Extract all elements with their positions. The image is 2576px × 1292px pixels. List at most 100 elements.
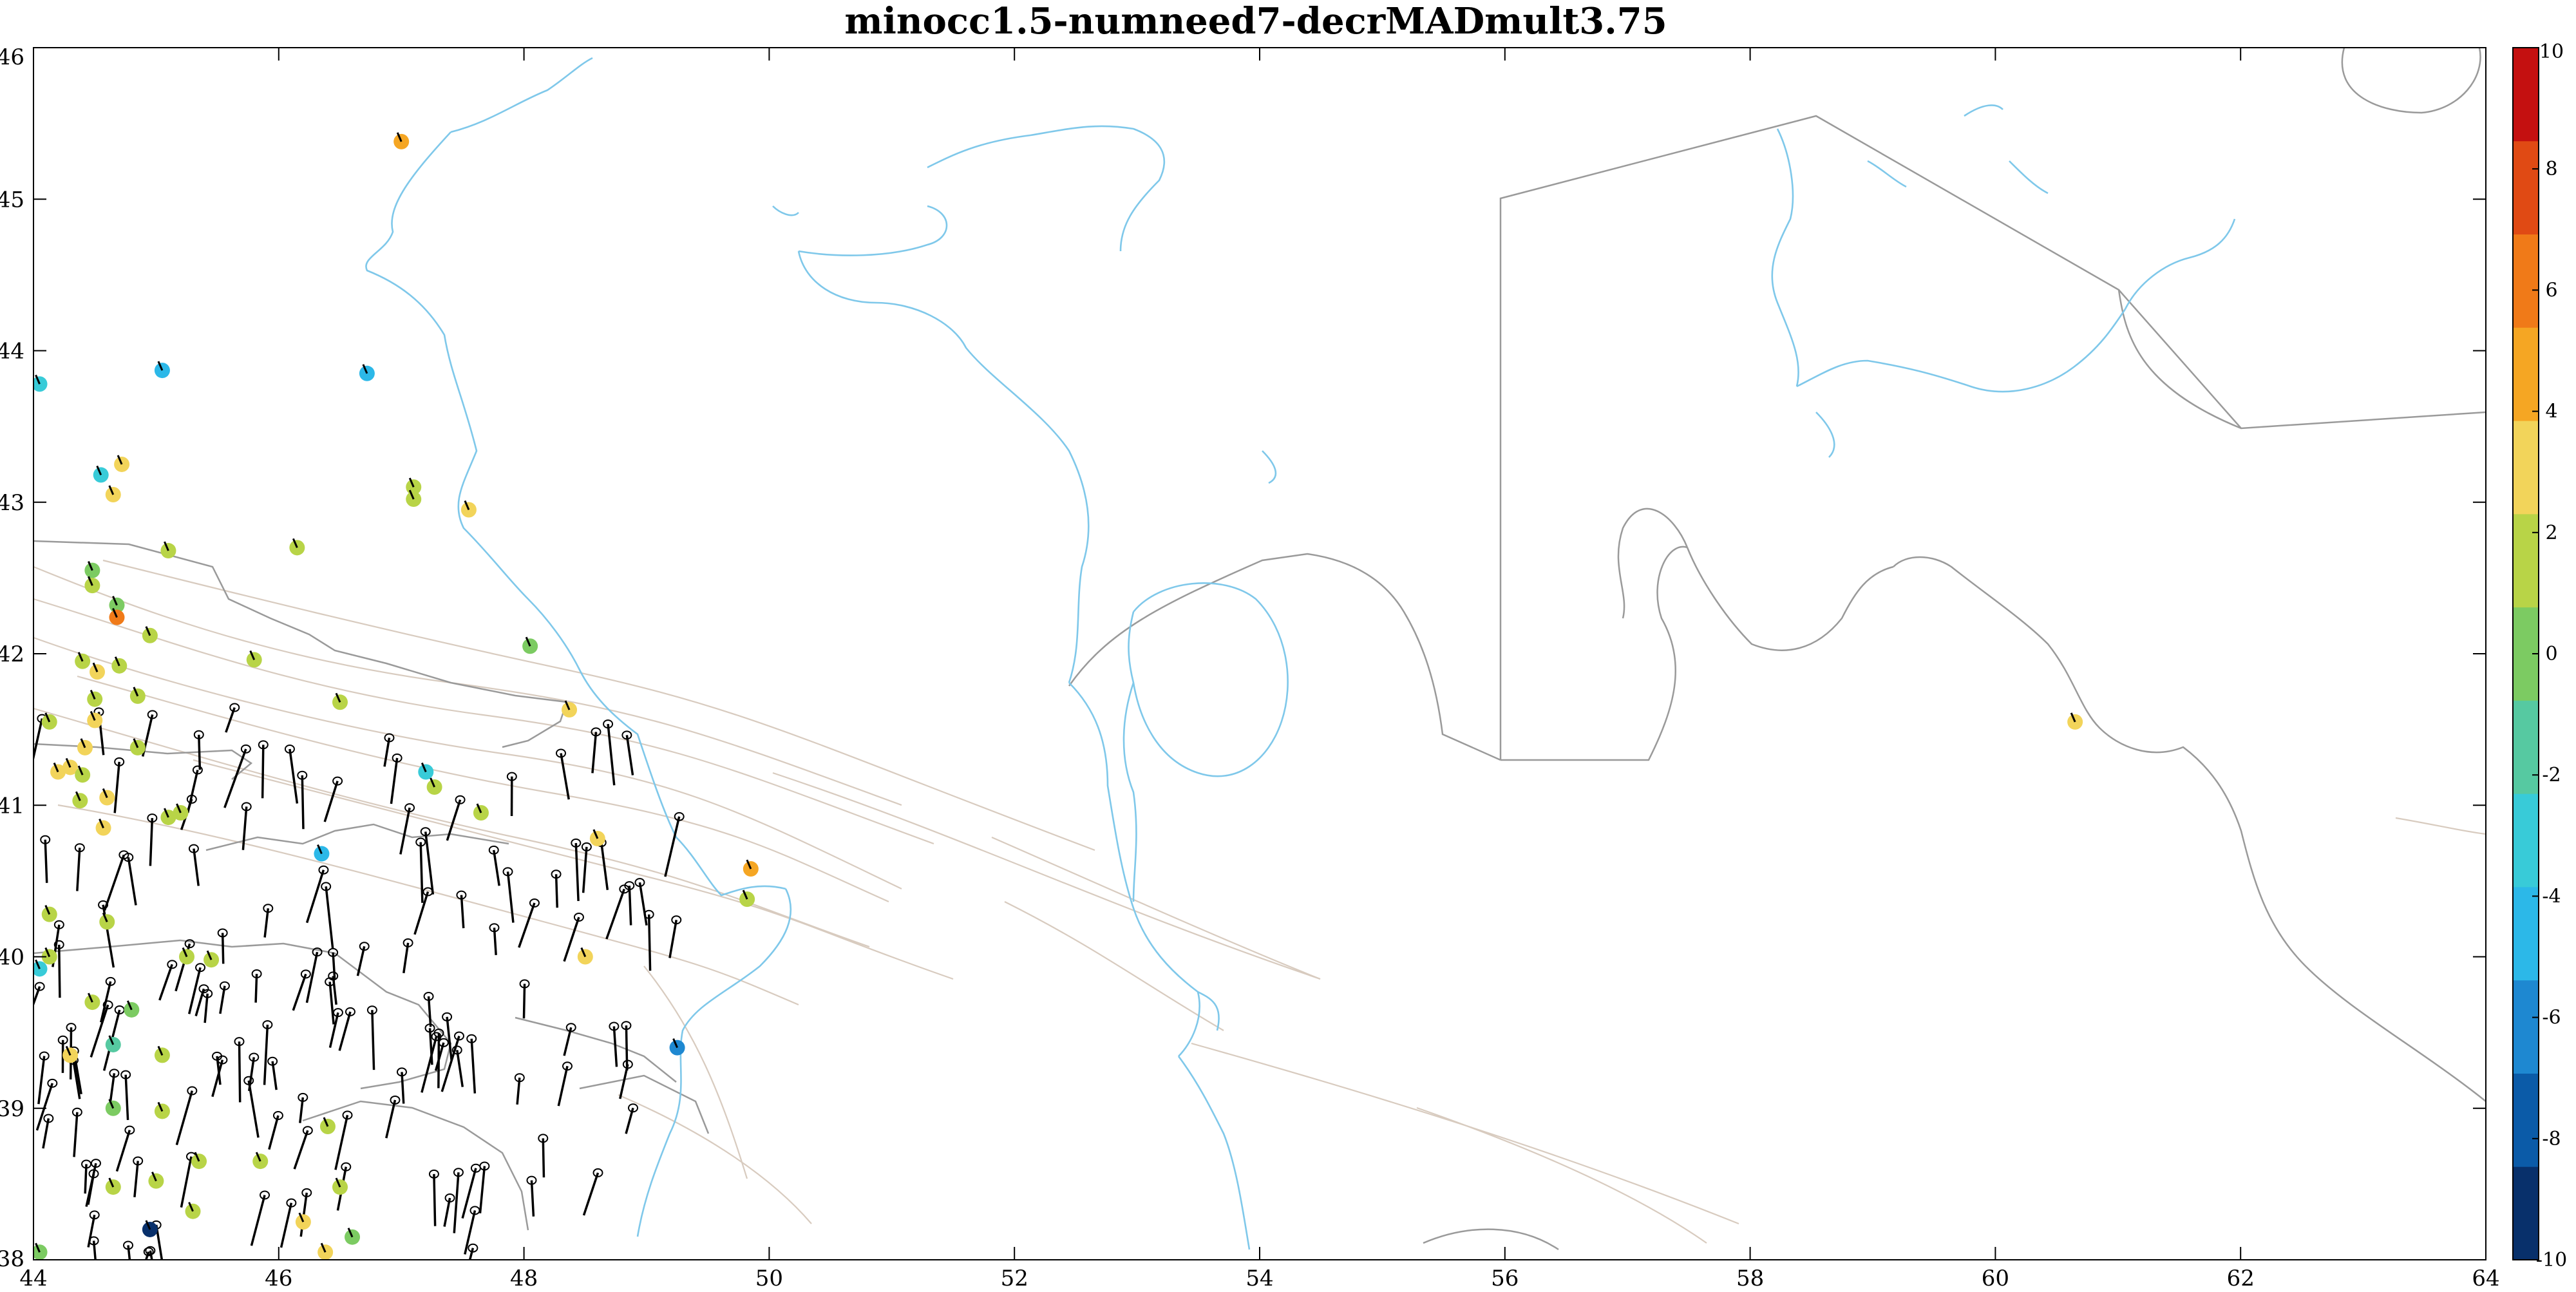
station-vector <box>90 689 96 700</box>
velocity-arrow <box>33 986 41 1007</box>
error-ellipse <box>241 802 252 812</box>
error-ellipse <box>442 1012 453 1021</box>
error-ellipse <box>634 878 645 888</box>
station-vector <box>580 947 587 958</box>
velocity-arrow <box>574 842 580 901</box>
x-tick-label: 58 <box>1736 1266 1764 1291</box>
error-ellipse <box>300 969 311 979</box>
velocity-arrow <box>433 1173 437 1226</box>
station-vector <box>746 859 752 869</box>
error-ellipse <box>643 909 654 919</box>
error-ellipse <box>342 1110 353 1120</box>
velocity-arrow <box>72 1060 81 1099</box>
y-tick-label: 41 <box>0 793 24 819</box>
error-ellipse <box>114 757 125 766</box>
velocity-arrow <box>443 1197 451 1227</box>
velocity-arrow <box>115 1130 131 1172</box>
velocity-arrow <box>563 917 580 962</box>
velocity-arrow <box>187 967 202 1014</box>
error-ellipse <box>592 1168 603 1177</box>
error-ellipse <box>562 1061 573 1071</box>
velocity-arrow <box>301 775 305 830</box>
terrain-contours <box>33 559 2486 1244</box>
error-ellipse <box>47 1078 58 1088</box>
error-ellipse <box>628 1103 639 1113</box>
station-vector <box>145 626 151 636</box>
station-vector <box>108 485 115 495</box>
y-tick-label: 46 <box>0 44 24 70</box>
station-vector <box>320 1242 327 1253</box>
station-vector <box>476 803 482 813</box>
error-ellipse <box>345 1007 355 1016</box>
colorbar-segment <box>2513 421 2539 515</box>
velocity-arrow <box>456 1050 464 1087</box>
x-tick-label: 46 <box>265 1266 292 1291</box>
station-vector <box>317 844 323 855</box>
error-ellipse <box>198 984 209 994</box>
station-vector <box>396 132 402 142</box>
station-vector <box>126 1000 133 1011</box>
station-vector <box>117 455 123 465</box>
coastlines <box>365 57 2236 1250</box>
error-ellipse <box>384 733 395 743</box>
velocity-arrow <box>638 882 648 926</box>
velocity-arrow <box>328 982 335 1025</box>
station-vector <box>157 1045 164 1056</box>
error-ellipse <box>321 882 332 891</box>
velocity-arrow <box>554 874 558 908</box>
velocity-arrow <box>612 1026 618 1067</box>
station-vector <box>133 687 139 697</box>
velocity-arrow <box>90 1004 109 1058</box>
velocity-arrow <box>223 748 247 808</box>
y-tick-label: 39 <box>0 1096 24 1122</box>
station-vector <box>255 1152 261 1162</box>
velocity-arrow <box>158 964 173 1001</box>
error-ellipse <box>332 776 343 786</box>
velocity-arrow <box>607 723 616 786</box>
station-vector <box>194 1152 200 1162</box>
station-marker <box>33 376 48 392</box>
station-vector <box>164 541 169 551</box>
velocity-arrow <box>356 945 366 976</box>
colorbar-tick-label: 2 <box>2545 522 2557 544</box>
error-ellipse <box>43 1114 54 1123</box>
station-vector <box>35 374 41 385</box>
x-tick-label: 64 <box>2472 1266 2499 1291</box>
error-ellipse <box>267 1056 278 1066</box>
error-ellipse <box>402 938 413 947</box>
colorbar-tick-label: 8 <box>2545 158 2557 180</box>
error-ellipse <box>74 843 85 853</box>
colorbar-tick-label: -4 <box>2542 885 2561 907</box>
error-ellipse <box>260 1190 270 1200</box>
error-ellipse <box>529 898 540 907</box>
velocity-arrow <box>625 735 634 775</box>
error-ellipse <box>359 942 370 951</box>
velocity-arrow <box>127 1245 131 1260</box>
error-ellipse <box>81 1159 92 1169</box>
error-ellipse <box>468 1243 478 1253</box>
velocity-arrow <box>371 1010 375 1070</box>
station-vector <box>742 889 748 900</box>
velocity-arrow <box>144 1251 150 1260</box>
error-ellipse <box>90 1159 101 1168</box>
velocity-arrow <box>92 1240 97 1260</box>
error-ellipse <box>120 1070 131 1079</box>
x-tick-label: 62 <box>2227 1266 2255 1291</box>
velocity-arrow <box>334 1115 349 1170</box>
error-ellipse <box>258 740 269 750</box>
velocity-arrow <box>530 1180 535 1217</box>
station-vector <box>108 1035 115 1045</box>
colorbar-segment <box>2513 1166 2539 1260</box>
top-right-arc <box>2341 48 2481 114</box>
velocity-arrow <box>325 886 334 949</box>
velocity-arrow <box>250 1195 266 1246</box>
velocity-arrow <box>149 1250 153 1260</box>
error-ellipse <box>671 915 682 925</box>
error-ellipse <box>195 963 206 973</box>
error-ellipse <box>318 865 329 875</box>
x-tick-label: 48 <box>510 1266 538 1291</box>
error-ellipse <box>40 835 51 844</box>
velocity-arrow <box>470 1038 477 1094</box>
station-vector <box>88 576 93 586</box>
error-ellipse <box>456 890 467 900</box>
